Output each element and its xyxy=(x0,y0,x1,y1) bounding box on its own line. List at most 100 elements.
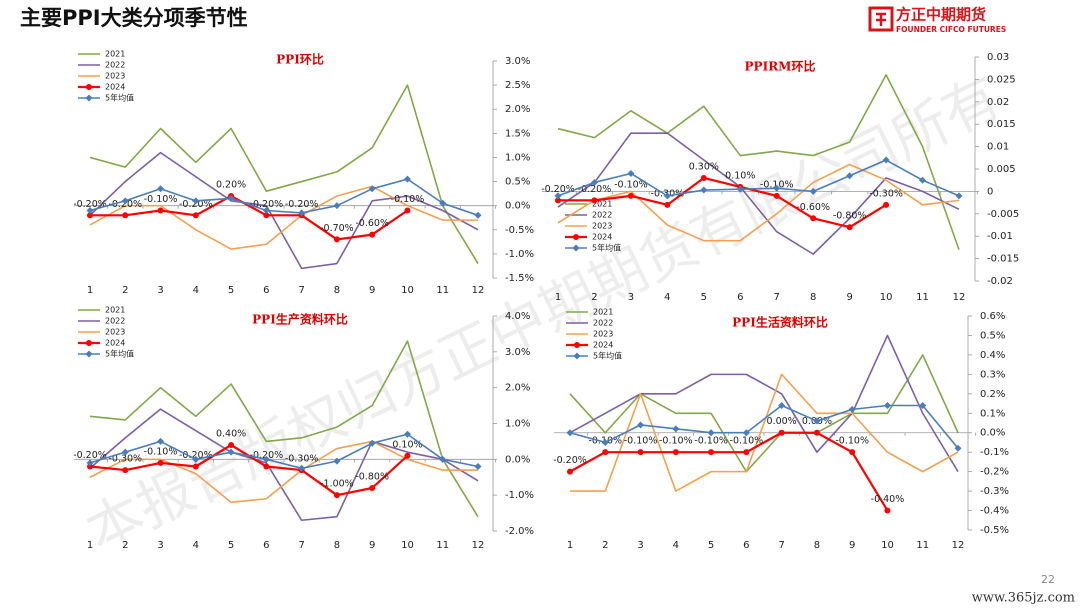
x-tick-label: 6 xyxy=(263,540,269,551)
point xyxy=(773,184,781,192)
data-label: -1.00% xyxy=(320,479,354,490)
y-tick-label: 2.0% xyxy=(505,104,530,115)
point xyxy=(707,429,715,437)
y-tick-label: 0.025 xyxy=(987,74,1016,85)
y-tick-label: 0.03 xyxy=(987,52,1009,63)
series-line xyxy=(557,74,960,250)
data-label: -0.10% xyxy=(144,446,178,457)
data-label: -0.20% xyxy=(73,199,107,210)
data-label: -0.80% xyxy=(833,211,867,222)
data-label: -0.10% xyxy=(835,436,869,447)
x-tick-label: 6 xyxy=(737,292,743,303)
point xyxy=(882,156,890,164)
data-label: -0.10% xyxy=(624,436,658,447)
point xyxy=(883,401,891,409)
point xyxy=(192,212,199,219)
x-tick-label: 9 xyxy=(369,285,375,296)
x-tick-label: 7 xyxy=(298,285,304,296)
x-tick-label: 10 xyxy=(401,540,414,551)
y-tick-label: -0.015 xyxy=(987,254,1019,265)
y-tick-label: -1.5% xyxy=(505,273,534,284)
x-tick-label: 9 xyxy=(846,292,852,303)
point xyxy=(192,197,200,205)
x-tick-label: 12 xyxy=(472,540,485,551)
point xyxy=(883,201,890,208)
x-tick-label: 11 xyxy=(436,285,449,296)
logo-icon-mark xyxy=(876,12,886,26)
point xyxy=(590,178,598,186)
data-label: -0.10% xyxy=(391,194,425,205)
data-label: -0.20% xyxy=(73,450,107,461)
series-line xyxy=(89,178,479,217)
point xyxy=(369,231,376,238)
point xyxy=(627,192,634,199)
y-tick-label: 0.4% xyxy=(980,350,1005,361)
data-label: 0.20% xyxy=(216,180,246,191)
x-tick-label: 9 xyxy=(369,540,375,551)
y-tick-label: 0.0% xyxy=(505,201,530,212)
x-tick-label: 7 xyxy=(298,540,304,551)
data-label: -0.20% xyxy=(578,184,612,195)
point xyxy=(813,429,820,436)
point xyxy=(919,401,927,409)
data-label: -0.10% xyxy=(694,436,728,447)
x-tick-label: 2 xyxy=(122,285,128,296)
legend-label: 2021 xyxy=(105,50,125,59)
point xyxy=(263,463,270,470)
y-tick-label: -1.0% xyxy=(505,490,534,501)
point xyxy=(700,174,707,181)
data-label: -0.20% xyxy=(250,199,284,210)
legend-label: 2023 xyxy=(593,330,613,339)
x-tick-label: 10 xyxy=(401,285,414,296)
logo-cn: 方正中期期货 xyxy=(896,6,986,24)
chart-title: PPIRM环比 xyxy=(745,59,816,74)
series-line xyxy=(570,373,959,492)
legend-label: 2023 xyxy=(105,328,125,337)
y-tick-label: -0.4% xyxy=(980,506,1009,517)
point xyxy=(192,455,200,463)
legend-label: 2024 xyxy=(592,233,612,242)
y-tick-label: -0.005 xyxy=(987,209,1019,220)
data-label: -0.70% xyxy=(320,223,354,234)
x-tick-label: 8 xyxy=(334,285,340,296)
x-tick-label: 7 xyxy=(774,292,780,303)
y-tick-label: 0.5% xyxy=(980,330,1005,341)
point xyxy=(333,202,341,210)
legend-label: 5年均值 xyxy=(592,243,621,253)
point xyxy=(773,192,780,199)
point xyxy=(700,186,708,194)
y-tick-label: -0.5% xyxy=(505,225,534,236)
x-tick-label: 8 xyxy=(810,292,816,303)
series-line xyxy=(89,340,479,518)
legend-label: 2021 xyxy=(593,308,613,317)
data-label: -0.10% xyxy=(144,194,178,205)
x-tick-label: 3 xyxy=(628,292,634,303)
x-tick-label: 5 xyxy=(708,540,714,551)
point xyxy=(86,340,92,346)
point xyxy=(601,438,609,446)
data-label: -0.80% xyxy=(355,472,389,483)
x-tick-label: 4 xyxy=(664,292,670,303)
point xyxy=(573,352,581,360)
x-tick-label: 1 xyxy=(567,540,573,551)
series-line xyxy=(90,194,409,241)
point xyxy=(121,448,129,456)
x-tick-label: 9 xyxy=(849,540,855,551)
data-label: 0.40% xyxy=(216,429,246,440)
series-line xyxy=(557,163,960,242)
x-tick-label: 3 xyxy=(637,540,643,551)
legend-label: 2024 xyxy=(105,83,125,92)
slide-title: 主要PPI大类分项季节性 xyxy=(20,6,248,30)
point xyxy=(672,449,679,456)
point xyxy=(263,212,270,219)
y-tick-label: 2.5% xyxy=(505,80,530,91)
point xyxy=(554,192,562,200)
point xyxy=(572,244,580,252)
point xyxy=(778,429,785,436)
y-tick-label: -0.2% xyxy=(980,467,1009,478)
x-tick-label: 8 xyxy=(814,540,820,551)
series-line xyxy=(569,404,959,449)
legend-label: 5年均值 xyxy=(105,93,134,103)
legend-label: 2022 xyxy=(105,317,125,326)
y-tick-label: 0.1% xyxy=(980,408,1005,419)
